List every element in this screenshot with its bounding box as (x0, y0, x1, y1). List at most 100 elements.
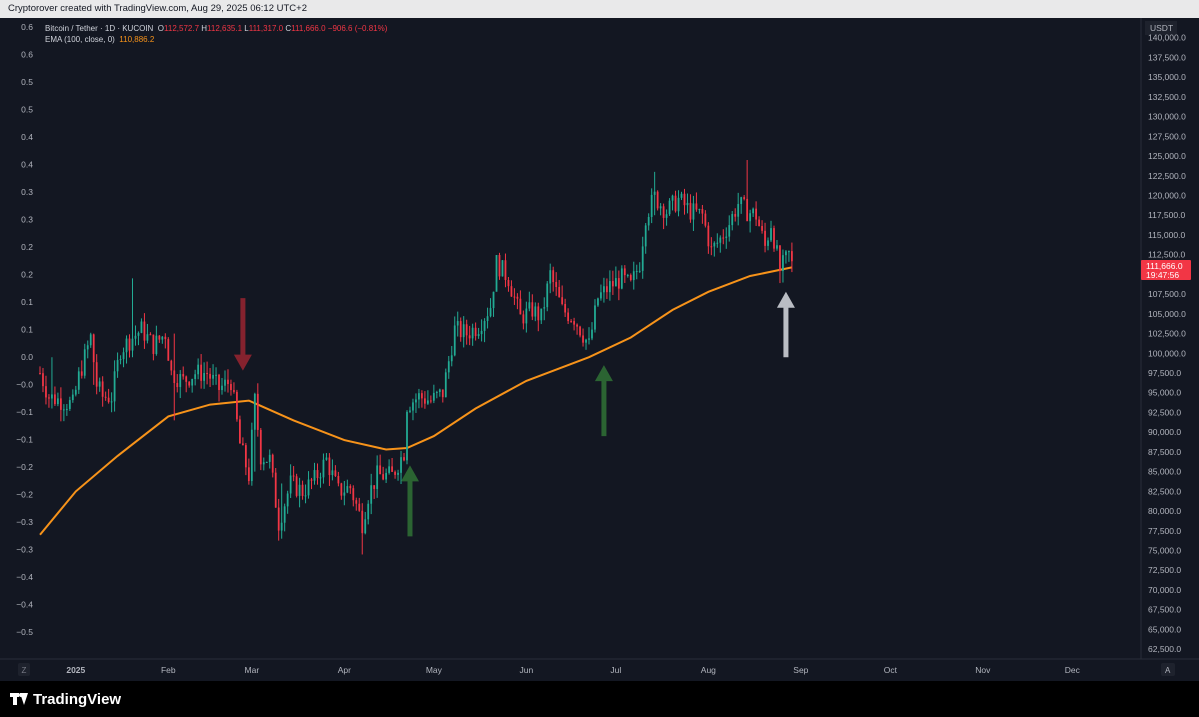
candle-body (564, 304, 567, 313)
price-tick-label: 137,500.0 (1148, 52, 1186, 62)
candle-body (456, 321, 459, 326)
candle-body (239, 419, 241, 444)
candle-body (611, 281, 614, 287)
candle-body (510, 286, 513, 297)
candle-body (349, 486, 352, 489)
candle-body (585, 339, 587, 343)
candle-body (62, 409, 65, 411)
price-tick-label: 90,000.0 (1148, 427, 1181, 437)
candle-body (429, 400, 432, 402)
candle-body (167, 339, 170, 361)
candle-body (480, 330, 483, 335)
tradingview-logo[interactable]: TradingView (10, 689, 121, 709)
candle-body (776, 245, 778, 249)
candle-body (791, 251, 793, 262)
timezone-button[interactable] (18, 663, 30, 676)
candle-body (561, 297, 564, 305)
candle-body (647, 216, 650, 226)
left-tick-label: 0.6 (21, 22, 33, 32)
candle-body (522, 314, 525, 324)
candle-body (698, 209, 701, 211)
candle-body (113, 371, 116, 402)
candle-body (298, 484, 301, 496)
candle-body (665, 214, 668, 218)
candle-body (173, 370, 176, 384)
candle-body (567, 312, 570, 322)
footer-bar: TradingView (0, 681, 1199, 717)
legend-symbol[interactable]: Bitcoin / Tether · 1D · KUCOIN (45, 24, 154, 33)
candle-body (403, 457, 405, 461)
candle-body (486, 316, 489, 321)
candle-body (188, 381, 191, 386)
candle-body (212, 375, 214, 379)
chart-caption: Cryptorover created with TradingView.com… (0, 0, 1199, 18)
candle-body (668, 200, 671, 215)
price-chart[interactable]: 0.6 0.6 0.5 0.5 0.4 0.4 0.3 0.3 0.2 0.2 0.1 0.1 0.0 −… (0, 18, 1199, 681)
candle-body (286, 493, 289, 507)
auto-scale-button[interactable] (1161, 663, 1175, 676)
green-arrow-up-icon (400, 465, 419, 537)
time-tick-label: May (426, 665, 443, 675)
price-tick-label: 65,000.0 (1148, 624, 1181, 634)
candle-body (764, 230, 766, 246)
auto-scale-label: A (1165, 666, 1171, 675)
price-tick-label: 75,000.0 (1148, 546, 1181, 556)
left-tick-label: 0.1 (21, 325, 33, 335)
last-price-marker: 111,666.0 19:47:56 (1141, 260, 1191, 280)
candle-body (155, 335, 158, 354)
candle-body (740, 197, 743, 205)
currency-box[interactable] (1145, 21, 1177, 35)
candle-body (516, 296, 519, 299)
candle-body (274, 472, 277, 508)
candle-body (519, 298, 522, 315)
candle-body (641, 246, 644, 271)
left-tick-label: −0.3 (16, 545, 33, 555)
candle-body (531, 302, 534, 317)
candle-body (743, 197, 746, 199)
candle-body (340, 483, 343, 496)
candle-body (233, 390, 235, 392)
price-tick-label: 105,000.0 (1148, 309, 1186, 319)
price-tick-label: 82,500.0 (1148, 486, 1181, 496)
candle-body (677, 197, 680, 212)
candle-body (421, 393, 423, 399)
candle-body (752, 208, 755, 214)
candle-body (444, 372, 447, 398)
candle-body (788, 251, 790, 253)
candle-body (337, 476, 340, 484)
candle-body (262, 462, 265, 465)
left-tick-label: 0.1 (21, 297, 33, 307)
candle-body (725, 236, 728, 238)
candle-body (57, 398, 59, 405)
candle-body (92, 334, 95, 363)
candle-body (77, 371, 80, 390)
candle-body (158, 335, 161, 340)
candle-body (707, 225, 710, 247)
candle-body (355, 500, 358, 504)
candles-layer (39, 160, 793, 555)
price-tick-label: 77,500.0 (1148, 526, 1181, 536)
candle-body (671, 195, 674, 201)
candle-body (683, 193, 686, 206)
arrow-shape (594, 365, 613, 437)
right-scale: 62,500.0 65,000.0 67,500.0 70,000.0 72,500.0… (1148, 33, 1186, 654)
candle-body (474, 327, 477, 337)
left-scale: 0.6 0.6 0.5 0.5 0.4 0.4 0.3 0.3 0.2 0.2 0.1 0.1 0.0 −… (16, 22, 33, 637)
candle-body (426, 400, 429, 404)
candle-body (101, 381, 104, 397)
candle-body (477, 334, 480, 337)
time-tick-label: 2025 (66, 665, 85, 675)
time-tick-label: Oct (884, 665, 898, 675)
candle-body (501, 260, 504, 277)
price-tick-label: 122,500.0 (1148, 171, 1186, 181)
candle-body (543, 307, 546, 309)
candle-body (617, 278, 620, 289)
candle-body (370, 485, 373, 504)
price-scale-panel (1141, 18, 1199, 681)
price-tick-label: 135,000.0 (1148, 72, 1186, 82)
candle-body (588, 338, 590, 340)
legend-ema[interactable]: EMA (100, close, 0) 110,886.2 (45, 35, 154, 44)
time-tick-label: Mar (245, 665, 260, 675)
left-tick-label: 0.2 (21, 270, 33, 280)
price-tick-label: 87,500.0 (1148, 447, 1181, 457)
